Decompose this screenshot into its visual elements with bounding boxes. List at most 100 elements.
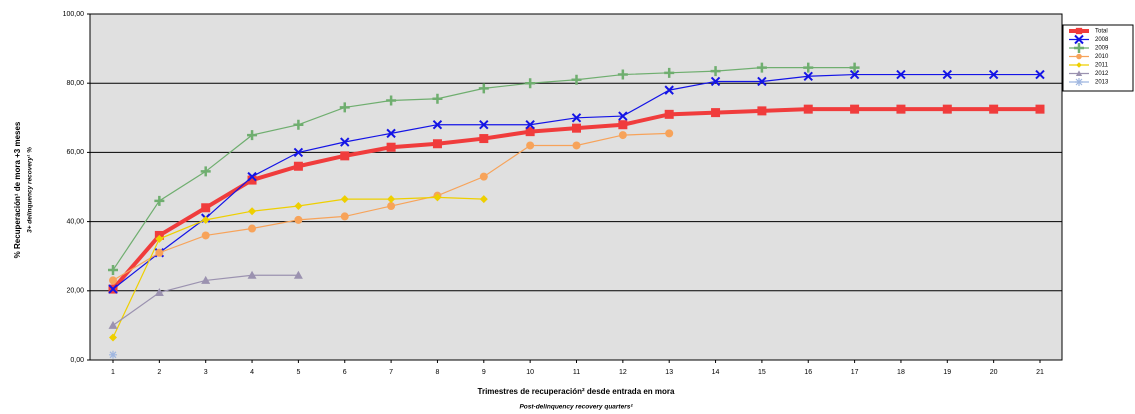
data-point bbox=[293, 161, 303, 171]
data-point bbox=[1035, 104, 1045, 114]
legend-label: 2013 bbox=[1095, 80, 1109, 86]
legend-marker bbox=[1076, 53, 1082, 60]
data-point bbox=[711, 108, 721, 118]
data-point bbox=[200, 166, 211, 177]
plot-area bbox=[90, 14, 1062, 360]
data-point bbox=[710, 76, 721, 87]
data-point bbox=[247, 130, 258, 141]
legend-marker bbox=[1076, 62, 1082, 68]
x-tick-label: 13 bbox=[665, 369, 673, 376]
data-point bbox=[757, 106, 767, 116]
data-point bbox=[664, 67, 675, 78]
x-tick-label: 20 bbox=[990, 369, 998, 376]
y-tick-label: 0,00 bbox=[70, 357, 84, 364]
y-tick-label: 80,00 bbox=[66, 80, 84, 87]
data-point bbox=[201, 275, 211, 284]
data-point bbox=[201, 203, 211, 213]
data-point bbox=[154, 288, 164, 297]
data-point bbox=[154, 195, 165, 206]
x-tick-label: 12 bbox=[619, 369, 627, 376]
data-point bbox=[618, 131, 627, 140]
legend-marker bbox=[1075, 70, 1083, 76]
data-point bbox=[294, 215, 303, 224]
data-point bbox=[665, 129, 674, 138]
data-point bbox=[432, 120, 443, 130]
data-point bbox=[478, 83, 489, 94]
y-axis-title: % Recuperación¹ de mora +3 meses bbox=[13, 121, 22, 258]
data-point bbox=[108, 265, 118, 276]
x-tick-label: 11 bbox=[573, 369, 580, 376]
data-point bbox=[664, 109, 674, 119]
x-axis-title: Trimestres de recuperación² desde entrad… bbox=[478, 387, 676, 396]
data-point bbox=[572, 123, 581, 133]
data-point bbox=[247, 270, 257, 279]
data-point bbox=[479, 195, 488, 204]
data-point bbox=[525, 78, 536, 89]
data-point bbox=[108, 320, 118, 329]
legend-label: 2010 bbox=[1095, 54, 1109, 60]
data-point bbox=[571, 113, 582, 123]
data-point bbox=[386, 95, 397, 106]
data-point bbox=[618, 111, 628, 121]
legend-label: 2009 bbox=[1095, 46, 1109, 52]
y-tick-label: 20,00 bbox=[66, 288, 84, 295]
x-tick-label: 4 bbox=[250, 369, 254, 376]
data-point bbox=[340, 151, 350, 161]
data-point bbox=[247, 175, 257, 185]
data-point bbox=[109, 276, 117, 285]
y-tick-label: 60,00 bbox=[66, 149, 84, 156]
x-tick-label: 16 bbox=[804, 369, 812, 376]
data-point bbox=[942, 104, 952, 114]
legend-marker bbox=[1074, 34, 1084, 45]
x-tick-label: 15 bbox=[758, 369, 766, 376]
data-point bbox=[571, 74, 582, 85]
data-point bbox=[525, 120, 535, 130]
data-point bbox=[108, 284, 118, 294]
x-tick-label: 1 bbox=[111, 369, 115, 376]
data-point bbox=[989, 104, 999, 114]
data-point bbox=[710, 66, 721, 77]
data-point bbox=[432, 93, 443, 104]
data-point bbox=[756, 62, 767, 73]
data-point bbox=[387, 202, 396, 211]
data-point bbox=[293, 119, 304, 130]
data-point bbox=[479, 134, 489, 144]
data-point bbox=[201, 215, 210, 224]
data-point bbox=[248, 224, 257, 233]
data-point bbox=[849, 62, 860, 73]
data-point bbox=[433, 193, 442, 202]
x-tick-label: 3 bbox=[204, 369, 208, 376]
data-point bbox=[896, 104, 906, 114]
legend-label: 2012 bbox=[1095, 71, 1109, 77]
data-point bbox=[617, 69, 628, 80]
y-tick-label: 40,00 bbox=[66, 218, 84, 225]
x-tick-label: 21 bbox=[1036, 369, 1044, 376]
legend-marker bbox=[1075, 78, 1083, 86]
data-point bbox=[896, 69, 906, 80]
legend-label: Total bbox=[1095, 29, 1108, 35]
x-tick-label: 10 bbox=[526, 369, 534, 376]
legend-marker bbox=[1075, 27, 1083, 35]
data-point bbox=[942, 69, 953, 80]
data-point bbox=[294, 202, 303, 211]
x-tick-label: 8 bbox=[435, 369, 439, 376]
data-point bbox=[432, 139, 442, 149]
data-point bbox=[988, 69, 999, 80]
x-axis-subtitle: Post-delinquency recovery quarters² bbox=[519, 404, 633, 411]
x-tick-label: 9 bbox=[482, 369, 486, 376]
x-tick-label: 5 bbox=[296, 369, 300, 376]
x-tick-label: 18 bbox=[897, 369, 905, 376]
data-point bbox=[387, 195, 396, 204]
data-point bbox=[340, 137, 350, 147]
data-point bbox=[109, 350, 117, 359]
x-tick-label: 14 bbox=[712, 369, 720, 376]
data-point bbox=[155, 248, 164, 257]
data-point bbox=[293, 270, 303, 279]
y-tick-label: 100,00 bbox=[63, 11, 85, 18]
data-point bbox=[525, 127, 535, 137]
data-point bbox=[247, 171, 257, 182]
data-point bbox=[664, 85, 674, 95]
data-point bbox=[293, 147, 304, 158]
data-point bbox=[526, 141, 535, 150]
